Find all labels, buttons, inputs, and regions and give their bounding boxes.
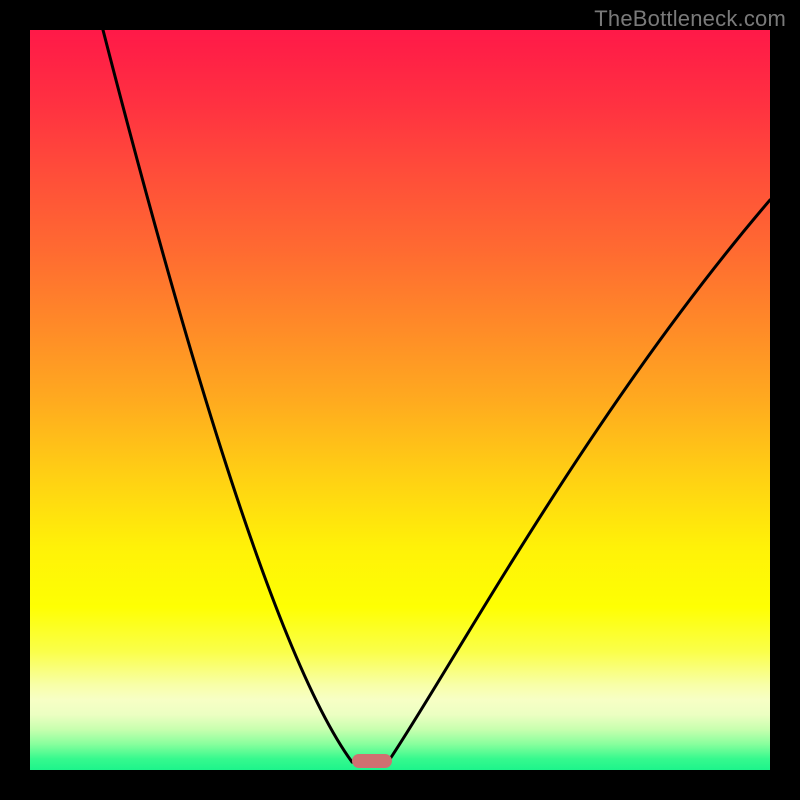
plot-area [30, 30, 770, 770]
chart-frame: TheBottleneck.com [0, 0, 800, 800]
watermark-text: TheBottleneck.com [594, 6, 786, 32]
gradient-background [30, 30, 770, 770]
apex-marker [352, 754, 392, 768]
